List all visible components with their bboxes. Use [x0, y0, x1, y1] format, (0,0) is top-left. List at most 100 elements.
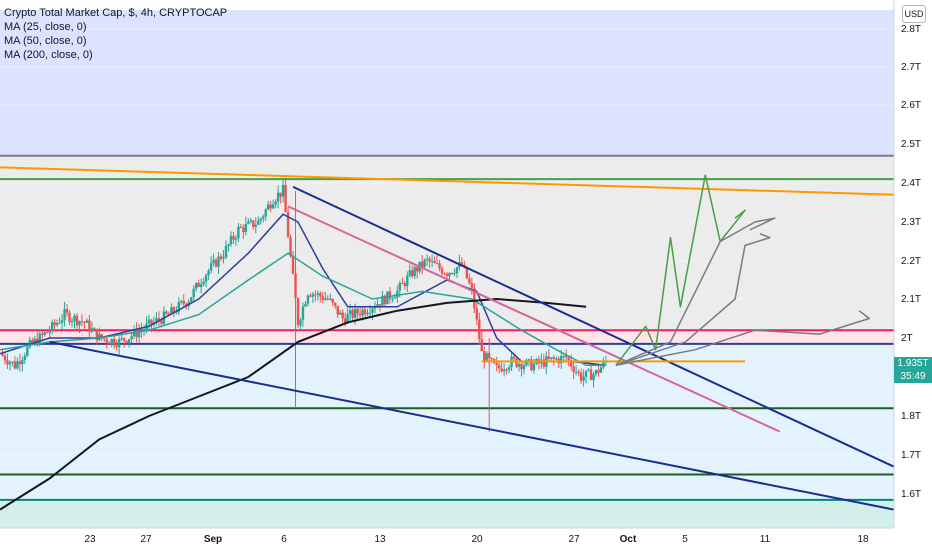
candle-body-188: [468, 278, 471, 284]
candle-body-160: [398, 283, 402, 291]
x-tick-label-3: 6: [281, 534, 287, 545]
candle-body-25: [63, 309, 66, 320]
candle-body-88: [219, 256, 223, 259]
candle-body-9: [23, 355, 27, 360]
candle-body-236: [587, 369, 590, 371]
candle-body-15: [38, 333, 41, 345]
candle-body-183: [455, 267, 459, 274]
candle-body-83: [207, 270, 210, 276]
candle-body-77: [192, 288, 195, 298]
candle-body-177: [440, 268, 444, 274]
candle-body-221: [550, 357, 553, 359]
candle-body-203: [505, 369, 508, 371]
y-tick-label-4: 2.4T: [901, 178, 921, 189]
candle-body-241: [599, 367, 603, 373]
y-tick-label-10: 1.7T: [901, 450, 921, 461]
moving-averages: [0, 213, 606, 511]
y-tick-label-9: 1.8T: [901, 411, 921, 422]
candle-body-100: [249, 220, 253, 222]
candle-body-112: [279, 192, 282, 197]
candle-body-63: [157, 318, 161, 321]
candle-body-230: [572, 366, 575, 372]
projection-path-2: [615, 233, 771, 367]
candle-body-43: [108, 342, 111, 345]
candle-body-180: [448, 272, 451, 277]
candle-body-141: [351, 310, 354, 318]
candle-body-114: [284, 185, 287, 213]
candle-body-47: [118, 339, 121, 348]
candle-body-92: [229, 236, 233, 245]
trend-line-1: [292, 185, 895, 468]
candle-countdown: 35:49: [900, 371, 926, 382]
legend-ma-200[interactable]: MA (200, close, 0): [4, 49, 93, 61]
candle-body-190: [473, 288, 476, 309]
candle-body-71: [177, 302, 180, 312]
candle-body-45: [113, 338, 116, 346]
candle-body-54: [135, 329, 138, 338]
candle-body-176: [438, 263, 441, 269]
candle-body-89: [222, 257, 225, 259]
candlestick-series: [1, 177, 608, 432]
candle-body-116: [289, 237, 292, 256]
candle-body-202: [502, 369, 506, 372]
candle-body-95: [237, 226, 240, 239]
candle-body-123: [306, 295, 310, 304]
y-tick-label-6: 2.2T: [901, 256, 921, 267]
y-axis-panel[interactable]: [894, 0, 932, 550]
candle-body-106: [264, 209, 267, 217]
candle-body-13: [33, 338, 36, 344]
candle-body-6: [16, 361, 19, 369]
candle-body-35: [88, 320, 91, 332]
candle-body-159: [396, 290, 399, 298]
x-tick-label-8: 5: [682, 534, 688, 545]
candle-body-62: [155, 318, 158, 322]
candle-body-64: [160, 320, 163, 324]
trend-lines: [0, 166, 895, 511]
candle-body-137: [341, 312, 344, 319]
candle-body-171: [425, 258, 429, 260]
candle-body-76: [190, 297, 193, 302]
zone-0: [0, 10, 894, 156]
legend-title[interactable]: Crypto Total Market Cap, $, 4h, CRYPTOCA…: [4, 7, 228, 19]
candle-body-37: [93, 328, 96, 330]
candle-body-78: [194, 283, 198, 289]
candle-body-132: [329, 298, 332, 300]
candle-body-107: [267, 204, 270, 210]
x-tick-label-1: 27: [140, 534, 152, 545]
candle-body-97: [242, 227, 245, 233]
candle-body-115: [286, 212, 290, 238]
currency-button[interactable]: USD: [902, 5, 926, 23]
candle-body-109: [271, 204, 275, 209]
candle-body-108: [269, 204, 272, 209]
candle-body-195: [485, 353, 488, 361]
last-price-value: 1.935T: [897, 358, 929, 369]
ma-line-0: [0, 213, 606, 367]
candle-body-204: [507, 367, 511, 370]
candle-body-60: [150, 319, 153, 325]
candle-body-51: [127, 338, 131, 343]
candle-body-8: [21, 359, 24, 365]
candle-body-154: [383, 295, 387, 305]
candle-body-136: [339, 312, 342, 315]
candle-body-67: [167, 313, 171, 315]
candle-body-23: [58, 322, 61, 324]
candle-body-164: [408, 270, 411, 276]
candle-body-182: [453, 273, 456, 275]
candle-body-7: [18, 361, 22, 365]
candle-body-80: [199, 284, 203, 287]
x-axis-panel[interactable]: [0, 528, 894, 550]
candle-body-170: [423, 259, 426, 267]
x-axis-ticks: 23 27 Sep 6 13 20 27 Oct 5 11 18: [84, 534, 869, 545]
ma-line-1: [0, 252, 606, 367]
candle-body-156: [388, 291, 392, 299]
candle-body-21: [53, 322, 56, 326]
legend-ma-50[interactable]: MA (50, close, 0): [4, 35, 87, 47]
candle-body-167: [416, 267, 419, 272]
candle-body-128: [319, 293, 322, 297]
candle-body-59: [147, 319, 151, 324]
legend-ma-25[interactable]: MA (25, close, 0): [4, 21, 87, 33]
candle-body-68: [170, 307, 173, 315]
candle-body-133: [331, 298, 334, 303]
candle-body-2: [6, 360, 9, 365]
